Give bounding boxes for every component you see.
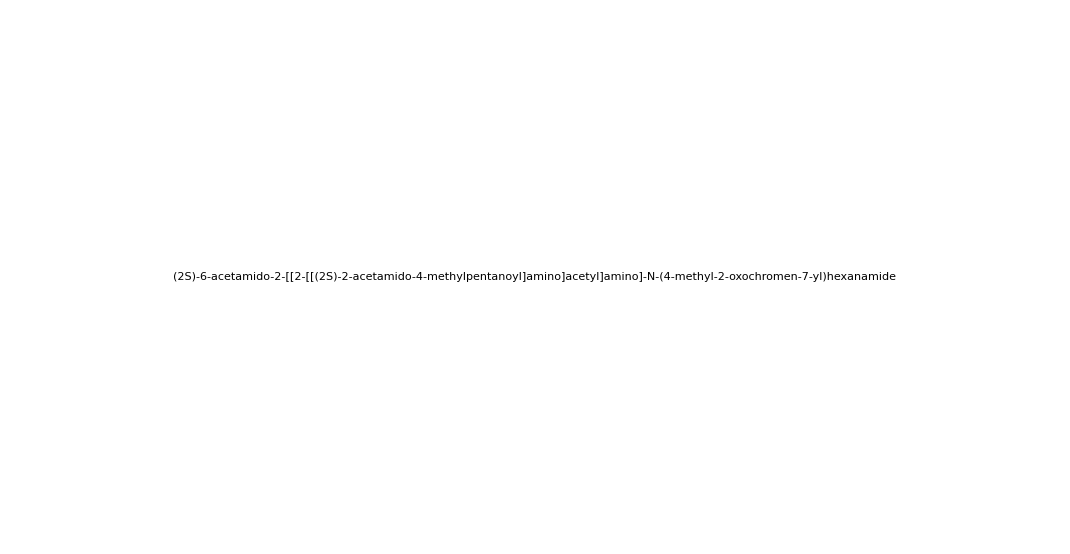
Text: (2S)-6-acetamido-2-[[2-[[(2S)-2-acetamido-4-methylpentanoyl]amino]acetyl]amino]-: (2S)-6-acetamido-2-[[2-[[(2S)-2-acetamid…	[173, 272, 897, 282]
